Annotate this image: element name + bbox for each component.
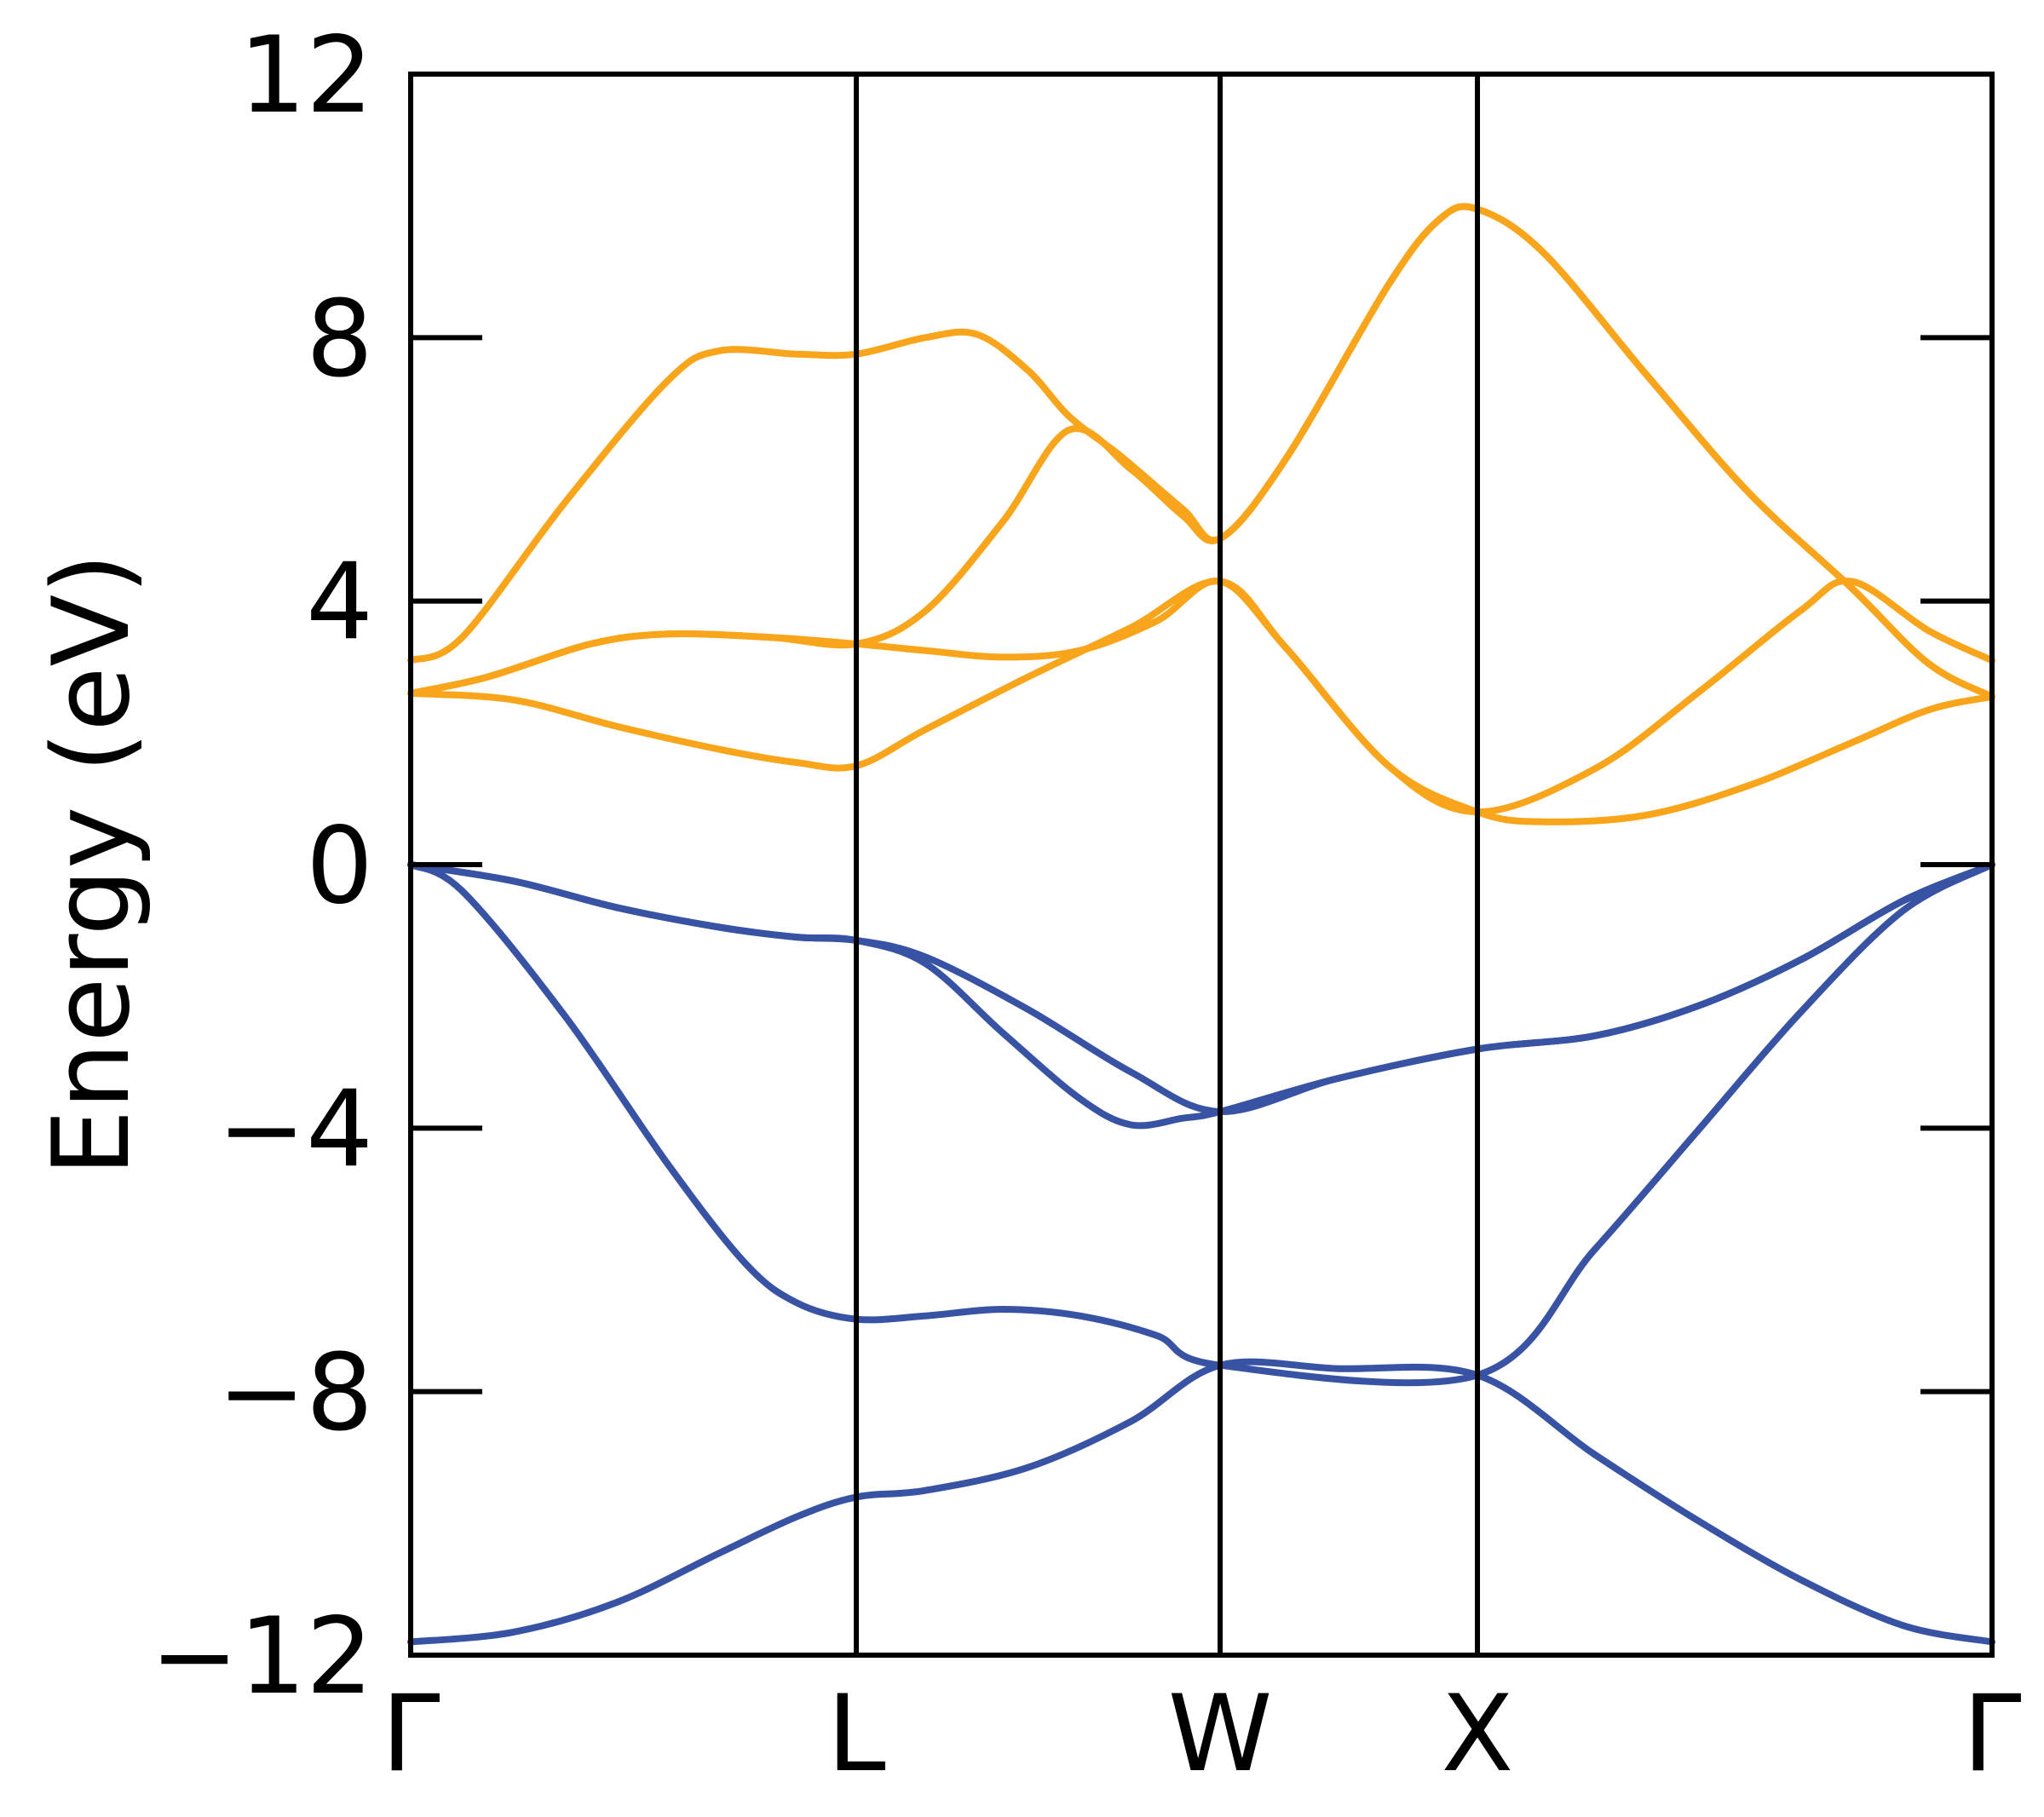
- k-point-label: L: [826, 1673, 885, 1796]
- y-tick-label: 4: [306, 542, 373, 664]
- y-tick-label: −12: [150, 1596, 373, 1718]
- k-point-label: Γ: [1962, 1673, 2021, 1796]
- y-ticks: [411, 72, 1992, 1658]
- k-point-label: W: [1168, 1673, 1273, 1796]
- k-point-label: X: [1442, 1673, 1514, 1796]
- y-tick-labels: −12 −8 −4 0 4 8 12: [150, 14, 373, 1718]
- valence-band-3: [407, 861, 1995, 1130]
- y-tick-label: −4: [217, 1068, 373, 1191]
- valence-band-2: [407, 861, 1995, 1387]
- high-symmetry-lines: [854, 74, 1481, 1655]
- y-tick-label: 12: [239, 14, 373, 137]
- valence-band-4: [407, 861, 1995, 1116]
- y-tick-label: 0: [306, 805, 373, 928]
- conduction-band-5: [407, 578, 1995, 825]
- valence-band-1: [407, 1358, 1995, 1646]
- conduction-band-6: [407, 577, 1995, 816]
- bands-layer: [407, 203, 1995, 1646]
- k-point-label: Γ: [381, 1673, 440, 1796]
- y-axis-title: Energy (eV): [31, 553, 153, 1176]
- y-tick-label: −8: [217, 1332, 373, 1455]
- y-tick-label: 8: [306, 278, 373, 400]
- conduction-band-8: [407, 203, 1995, 700]
- conduction-band-7: [407, 203, 1995, 700]
- plot-frame: [408, 72, 1995, 1658]
